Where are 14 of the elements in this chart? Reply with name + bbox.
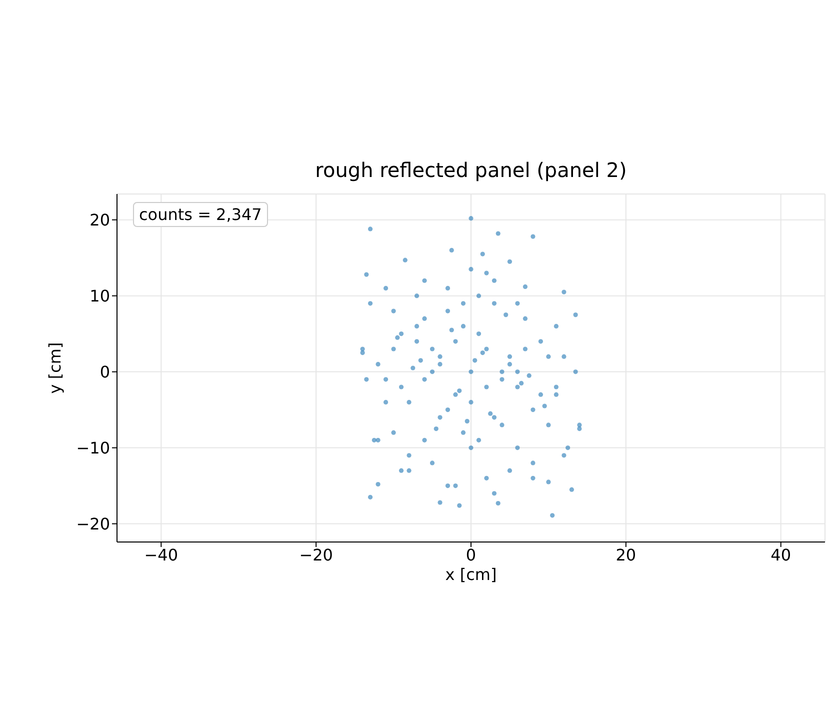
chart-title: rough reflected panel (panel 2) bbox=[314, 158, 628, 182]
annotation: counts = 2,347 bbox=[133, 202, 268, 227]
y-tick-label: 10 bbox=[90, 286, 110, 306]
x-tick-label: −40 bbox=[144, 545, 178, 564]
x-tick-label: 20 bbox=[616, 545, 636, 564]
y-axis-title: y [cm] bbox=[46, 342, 65, 394]
x-tick-label: 40 bbox=[770, 545, 792, 564]
x-axis-title: x [cm] bbox=[445, 565, 497, 584]
y-tick-label: 0 bbox=[100, 362, 110, 382]
y-tick-label: −20 bbox=[76, 514, 110, 534]
x-tick-label: −20 bbox=[299, 545, 333, 564]
y-tick-label: 20 bbox=[90, 210, 110, 230]
x-tick-label: 0 bbox=[466, 545, 476, 564]
y-tick-label: −10 bbox=[76, 438, 110, 458]
